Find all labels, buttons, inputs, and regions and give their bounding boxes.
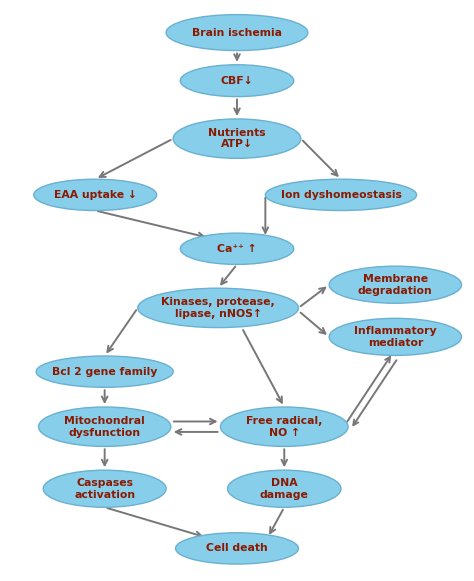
Ellipse shape bbox=[180, 64, 294, 96]
Ellipse shape bbox=[180, 233, 294, 264]
Text: Ca⁺⁺ ↑: Ca⁺⁺ ↑ bbox=[217, 244, 257, 254]
Text: Free radical,
NO ↑: Free radical, NO ↑ bbox=[246, 416, 322, 437]
Ellipse shape bbox=[329, 318, 462, 356]
Text: Inflammatory
mediator: Inflammatory mediator bbox=[354, 326, 437, 347]
Text: EAA uptake ↓: EAA uptake ↓ bbox=[54, 190, 137, 200]
Ellipse shape bbox=[43, 470, 166, 507]
Ellipse shape bbox=[228, 470, 341, 507]
Text: Kinases, protease,
lipase, nNOS↑: Kinases, protease, lipase, nNOS↑ bbox=[161, 297, 275, 319]
Text: Membrane
degradation: Membrane degradation bbox=[358, 274, 433, 296]
Ellipse shape bbox=[38, 407, 171, 446]
Text: Caspases
activation: Caspases activation bbox=[74, 478, 135, 500]
Text: CBF↓: CBF↓ bbox=[220, 76, 254, 85]
Text: Bcl 2 gene family: Bcl 2 gene family bbox=[52, 367, 157, 376]
Ellipse shape bbox=[329, 266, 462, 303]
Text: Cell death: Cell death bbox=[206, 543, 268, 554]
Ellipse shape bbox=[265, 179, 417, 210]
Ellipse shape bbox=[166, 15, 308, 51]
Ellipse shape bbox=[220, 407, 348, 446]
Ellipse shape bbox=[173, 119, 301, 159]
Ellipse shape bbox=[34, 179, 156, 210]
Text: Brain ischemia: Brain ischemia bbox=[192, 27, 282, 38]
Ellipse shape bbox=[175, 533, 299, 564]
Text: Nutrients
ATP↓: Nutrients ATP↓ bbox=[208, 128, 266, 149]
Ellipse shape bbox=[138, 288, 299, 328]
Text: Ion dyshomeostasis: Ion dyshomeostasis bbox=[281, 190, 401, 200]
Ellipse shape bbox=[36, 356, 173, 388]
Text: Mitochondral
dysfunction: Mitochondral dysfunction bbox=[64, 416, 145, 437]
Text: DNA
damage: DNA damage bbox=[260, 478, 309, 500]
